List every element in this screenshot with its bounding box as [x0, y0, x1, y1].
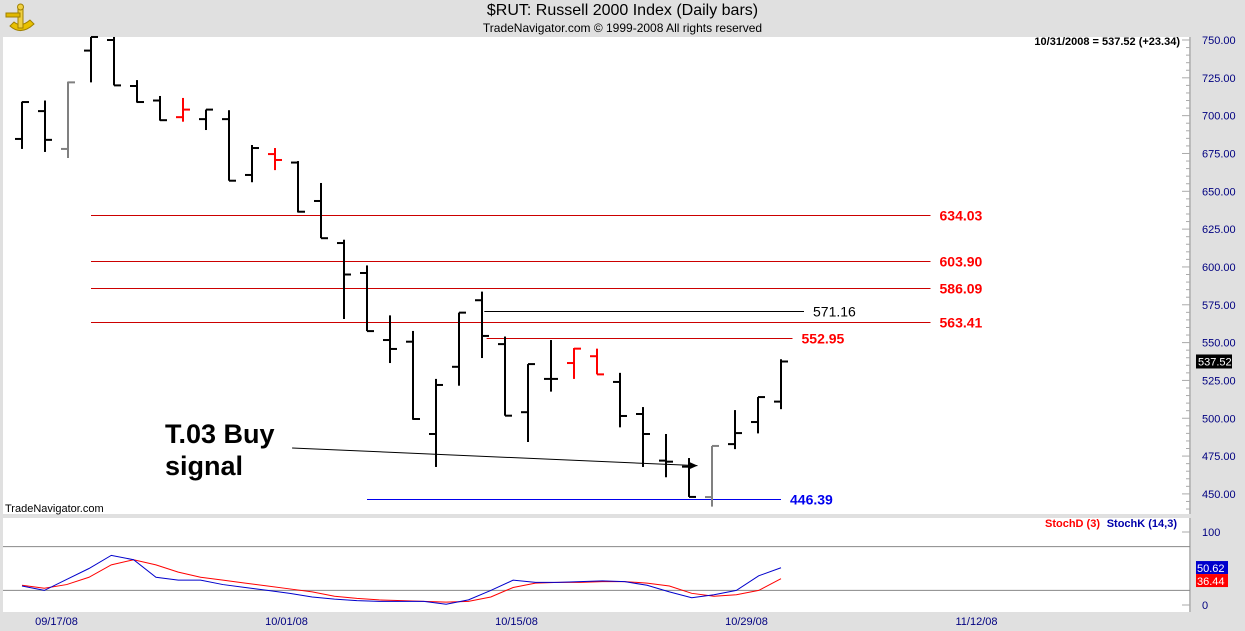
signal-arrow-line — [292, 447, 698, 467]
level-label: 586.09 — [940, 281, 983, 297]
annotation-text: signal — [165, 451, 243, 481]
y-tick-label: 450.00 — [1202, 489, 1236, 501]
price-panel — [3, 37, 1190, 514]
last-price-label: 537.52 — [1198, 356, 1232, 368]
level-label: 571.16 — [813, 304, 856, 320]
annotation-text: T.03 Buy — [165, 419, 275, 449]
level-label: 603.90 — [940, 254, 983, 270]
y-tick-label: 525.00 — [1202, 375, 1236, 387]
x-tick-label: 09/17/08 — [35, 616, 78, 628]
y-tick-label: 625.00 — [1202, 224, 1236, 236]
last-price-box — [1196, 354, 1232, 369]
x-tick-label: 10/15/08 — [495, 616, 538, 628]
level-label: 552.95 — [802, 331, 845, 347]
arrowhead-icon — [688, 461, 698, 470]
x-tick-label: 11/12/08 — [955, 616, 997, 628]
stoch-tick-label: 0 — [1202, 600, 1208, 612]
legend-stochk: StochK (14,3) — [1107, 518, 1178, 530]
y-tick-label: 750.00 — [1202, 35, 1236, 47]
stoch-k-line — [21, 554, 782, 605]
y-tick-label: 575.00 — [1202, 300, 1236, 312]
stoch-d-value: 36.44 — [1197, 576, 1225, 588]
x-tick-label: 10/29/08 — [725, 616, 768, 628]
chart-subtitle: TradeNavigator.com © 1999-2008 All right… — [482, 21, 763, 35]
level-label: 563.41 — [940, 315, 983, 331]
level-label: 446.39 — [790, 492, 833, 508]
stoch-d-line — [21, 559, 782, 603]
stoch-k-value: 50.62 — [1197, 563, 1225, 575]
y-tick-label: 650.00 — [1202, 186, 1236, 198]
legend-stochd: StochD (3) — [1045, 518, 1100, 530]
level-label: 634.03 — [940, 208, 983, 224]
y-tick-label: 725.00 — [1202, 73, 1236, 85]
y-tick-label: 700.00 — [1202, 111, 1236, 123]
stoch-tick-label: 100 — [1202, 527, 1220, 539]
y-tick-label: 550.00 — [1202, 338, 1236, 350]
y-tick-label: 675.00 — [1202, 148, 1236, 160]
y-tick-label: 600.00 — [1202, 262, 1236, 274]
y-tick-label: 475.00 — [1202, 451, 1236, 463]
last-quote: 10/31/2008 = 537.52 (+23.34) — [1034, 36, 1180, 48]
chart-title: $RUT: Russell 2000 Index (Daily bars) — [486, 2, 759, 19]
stoch-k-value-box — [1196, 561, 1228, 575]
y-tick-label: 500.00 — [1202, 413, 1236, 425]
stochastic-panel — [3, 518, 1190, 612]
watermark: TradeNavigator.com — [5, 503, 104, 515]
title-bar: $RUT: Russell 2000 Index (Daily bars) Tr… — [0, 0, 1245, 37]
x-tick-label: 10/01/08 — [265, 616, 308, 628]
stoch-d-value-box — [1196, 574, 1228, 588]
sextant-logo-icon — [5, 3, 35, 31]
